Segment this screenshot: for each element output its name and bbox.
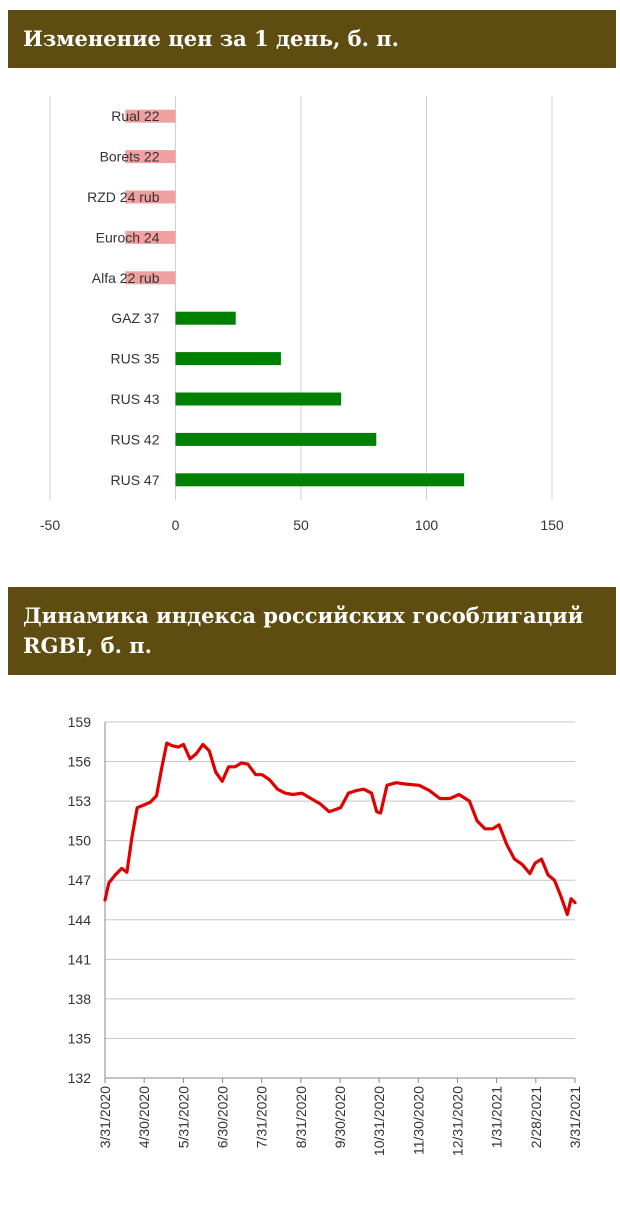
line-x-tick-label: 12/31/2020 bbox=[450, 1086, 466, 1156]
line-x-tick-label: 6/30/2020 bbox=[215, 1086, 231, 1148]
bar-category-label: GAZ 37 bbox=[111, 310, 159, 326]
line-y-tick-label: 159 bbox=[68, 714, 92, 730]
bar bbox=[125, 190, 176, 204]
line-y-tick-label: 156 bbox=[68, 754, 92, 770]
bar bbox=[175, 392, 342, 406]
bar-category-label: RUS 47 bbox=[110, 472, 159, 488]
line-x-tick-label: 7/31/2020 bbox=[254, 1086, 270, 1148]
line-y-tick-label: 135 bbox=[68, 1030, 92, 1046]
bar-x-tick-label: -50 bbox=[40, 517, 60, 533]
line-chart: 159 156 153 150 147 144 141 138 135 132 3/31/2020 4… bbox=[68, 714, 583, 1156]
bar-x-tick-label: 150 bbox=[540, 517, 564, 533]
bar-category-label: Rual 22 bbox=[111, 108, 159, 124]
bar bbox=[125, 150, 176, 164]
line-chart-title: Динамика индекса российских гособлигаций… bbox=[8, 587, 616, 675]
bar bbox=[125, 109, 176, 123]
line-x-tick-label: 3/31/2020 bbox=[97, 1086, 113, 1148]
line-y-tick-label: 138 bbox=[68, 991, 92, 1007]
line-y-tick-label: 153 bbox=[68, 793, 92, 809]
bar bbox=[125, 271, 176, 285]
line-x-tick-label: 4/30/2020 bbox=[136, 1086, 152, 1148]
line-x-tick-label: 9/30/2020 bbox=[332, 1086, 348, 1148]
line-x-tick-label: 11/30/2020 bbox=[410, 1086, 426, 1155]
bar-chart: -50 0 50 100 150 Rual 22 Borets 22 RZD 24 rub Eu… bbox=[40, 96, 564, 533]
bar-category-label: Borets 22 bbox=[100, 149, 160, 165]
bar-x-tick-label: 0 bbox=[172, 517, 180, 533]
line-y-tick-label: 147 bbox=[68, 872, 92, 888]
rgbi-series-line bbox=[103, 741, 577, 917]
line-y-tick-label: 144 bbox=[68, 912, 92, 928]
bar-category-label: RUS 35 bbox=[110, 351, 159, 367]
line-x-tick-label: 10/31/2020 bbox=[371, 1086, 387, 1156]
bar bbox=[125, 230, 176, 244]
bar bbox=[175, 352, 281, 366]
line-x-tick-label: 3/31/2021 bbox=[567, 1086, 583, 1148]
line-x-tick-label: 8/31/2020 bbox=[293, 1086, 309, 1148]
bar-x-tick-label: 50 bbox=[293, 517, 309, 533]
line-x-tick-label: 2/28/2021 bbox=[528, 1086, 544, 1148]
bar bbox=[175, 473, 465, 487]
bar-x-tick-label: 100 bbox=[415, 517, 439, 533]
bar bbox=[175, 311, 236, 325]
line-y-tick-label: 150 bbox=[68, 833, 92, 849]
bar-category-label: RUS 42 bbox=[110, 431, 159, 447]
line-x-tick-label: 1/31/2021 bbox=[489, 1086, 505, 1148]
bar-category-label: Euroch 24 bbox=[96, 229, 160, 245]
bar-category-label: Alfa 22 rub bbox=[92, 270, 160, 286]
bar-chart-title: Изменение цен за 1 день, б. п. bbox=[8, 10, 616, 68]
line-y-tick-label: 132 bbox=[68, 1070, 92, 1086]
bar-category-label: RUS 43 bbox=[110, 391, 159, 407]
line-y-tick-label: 141 bbox=[68, 951, 92, 967]
bar-category-label: RZD 24 rub bbox=[87, 189, 160, 205]
line-x-tick-label: 5/31/2020 bbox=[175, 1086, 191, 1148]
bar bbox=[175, 432, 377, 446]
